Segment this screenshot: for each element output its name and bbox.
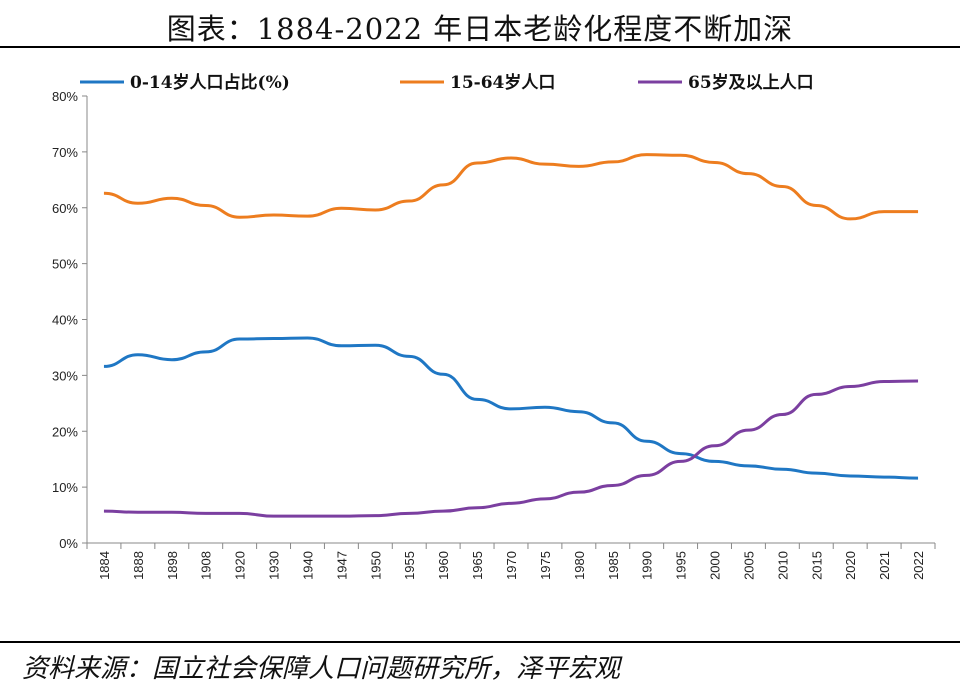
series-2 (103, 379, 919, 518)
x-tick-label: 1930 (267, 551, 282, 580)
x-tick-label: 1898 (165, 551, 180, 580)
x-tick-label: 1940 (300, 551, 315, 580)
series-0 (103, 336, 919, 480)
x-tick-label: 2010 (775, 551, 790, 580)
series-line (103, 379, 919, 518)
y-tick-label: 80% (52, 89, 78, 104)
x-tick-label: 1960 (436, 551, 451, 580)
y-tick-label: 40% (52, 313, 78, 328)
x-tick-label: 1985 (606, 551, 621, 580)
legend-label: 15-64岁人口 (450, 72, 555, 93)
y-tick-label: 20% (52, 424, 78, 439)
x-tick-label: 1990 (640, 551, 655, 580)
x-tick-label: 1884 (97, 551, 112, 580)
x-tick-label: 1995 (674, 551, 689, 580)
chart-title: 图表：1884-2022 年日本老龄化程度不断加深 (166, 12, 794, 46)
legend-label: 65岁及以上人口 (688, 72, 814, 93)
x-tick-label: 2015 (809, 551, 824, 580)
x-tick-label: 2005 (741, 551, 756, 580)
y-tick-label: 0% (59, 536, 78, 551)
x-tick-label: 2022 (911, 551, 926, 580)
series-line (103, 153, 919, 221)
x-tick-label: 1920 (233, 551, 248, 580)
series-1 (103, 153, 919, 221)
x-tick-label: 1975 (538, 551, 553, 580)
x-tick-label: 1908 (199, 551, 214, 580)
source-note: 资料来源：国立社会保障人口问题研究所，泽平宏观 (22, 654, 621, 684)
x-tick-label: 2021 (877, 551, 892, 580)
x-tick-label: 1970 (504, 551, 519, 580)
x-tick-label: 2000 (708, 551, 723, 580)
x-tick-label: 2020 (843, 551, 858, 580)
y-tick-label: 10% (52, 480, 78, 495)
x-tick-label: 1947 (334, 551, 349, 580)
legend-label: 0-14岁人口占比(%) (130, 72, 290, 93)
x-tick-label: 1955 (402, 551, 417, 580)
y-tick-label: 70% (52, 145, 78, 160)
x-tick-label: 1980 (572, 551, 587, 580)
y-tick-label: 30% (52, 368, 78, 383)
x-tick-label: 1888 (131, 551, 146, 580)
y-tick-label: 60% (52, 201, 78, 216)
x-tick-label: 1950 (368, 551, 383, 580)
y-tick-label: 50% (52, 257, 78, 272)
x-tick-label: 1965 (470, 551, 485, 580)
